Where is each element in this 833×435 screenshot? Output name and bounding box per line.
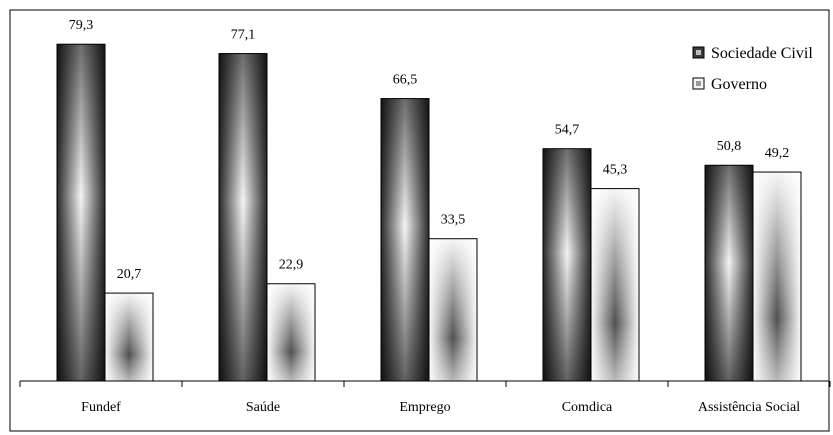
bar-shade-governo-emprego bbox=[428, 238, 478, 382]
x-tick-group bbox=[19, 381, 831, 387]
value-label-governo-assistencia-social: 49,2 bbox=[765, 146, 790, 161]
bar-shade-sociedade-civil-saude bbox=[218, 53, 268, 382]
category-label-saude: Saúde bbox=[246, 400, 280, 415]
legend-swatch-governo-inner bbox=[696, 81, 701, 86]
value-label-governo-fundef: 20,7 bbox=[117, 267, 142, 282]
value-label-sociedade-civil-saude: 77,1 bbox=[231, 28, 256, 43]
value-label-governo-emprego: 33,5 bbox=[441, 213, 466, 228]
bar-shade-governo-assistencia-social bbox=[752, 171, 802, 382]
value-label-sociedade-civil-comdica: 54,7 bbox=[555, 123, 580, 138]
bar-shade-sociedade-civil-fundef bbox=[56, 43, 106, 382]
bar-shade-sociedade-civil-assistencia-social bbox=[704, 164, 754, 382]
legend: Sociedade Civil Governo bbox=[692, 45, 813, 93]
value-label-governo-saude: 22,9 bbox=[279, 258, 304, 273]
value-label-governo-comdica: 45,3 bbox=[603, 163, 628, 178]
category-label-assistencia-social: Assistência Social bbox=[698, 400, 800, 415]
bar-shade-governo-comdica bbox=[590, 188, 640, 382]
bar-shade-governo-fundef bbox=[104, 292, 154, 382]
value-label-sociedade-civil-fundef: 79,3 bbox=[69, 18, 94, 33]
bar-shade-sociedade-civil-emprego bbox=[380, 98, 430, 382]
legend-item-sociedade-civil: Sociedade Civil bbox=[692, 45, 813, 62]
value-label-sociedade-civil-assistencia-social: 50,8 bbox=[717, 139, 742, 154]
bar-shade-sociedade-civil-comdica bbox=[542, 148, 592, 382]
bar-group bbox=[56, 43, 802, 382]
category-label-group: Fundef Saúde Emprego Comdica Assistência Soc… bbox=[81, 400, 800, 415]
category-label-comdica: Comdica bbox=[562, 400, 613, 415]
value-label-group: 79,3 20,7 77,1 22,9 66,5 33,5 54,7 45,3 50,8 49,2 bbox=[69, 18, 790, 282]
category-label-emprego: Emprego bbox=[399, 400, 450, 415]
value-label-sociedade-civil-emprego: 66,5 bbox=[393, 73, 418, 88]
legend-label-sociedade-civil: Sociedade Civil bbox=[711, 45, 813, 62]
legend-label-governo: Governo bbox=[711, 76, 767, 93]
bar-shade-governo-saude bbox=[266, 283, 316, 382]
category-label-fundef: Fundef bbox=[81, 400, 121, 415]
legend-item-governo: Governo bbox=[692, 76, 767, 93]
legend-swatch-sociedade-civil-inner bbox=[696, 50, 701, 55]
